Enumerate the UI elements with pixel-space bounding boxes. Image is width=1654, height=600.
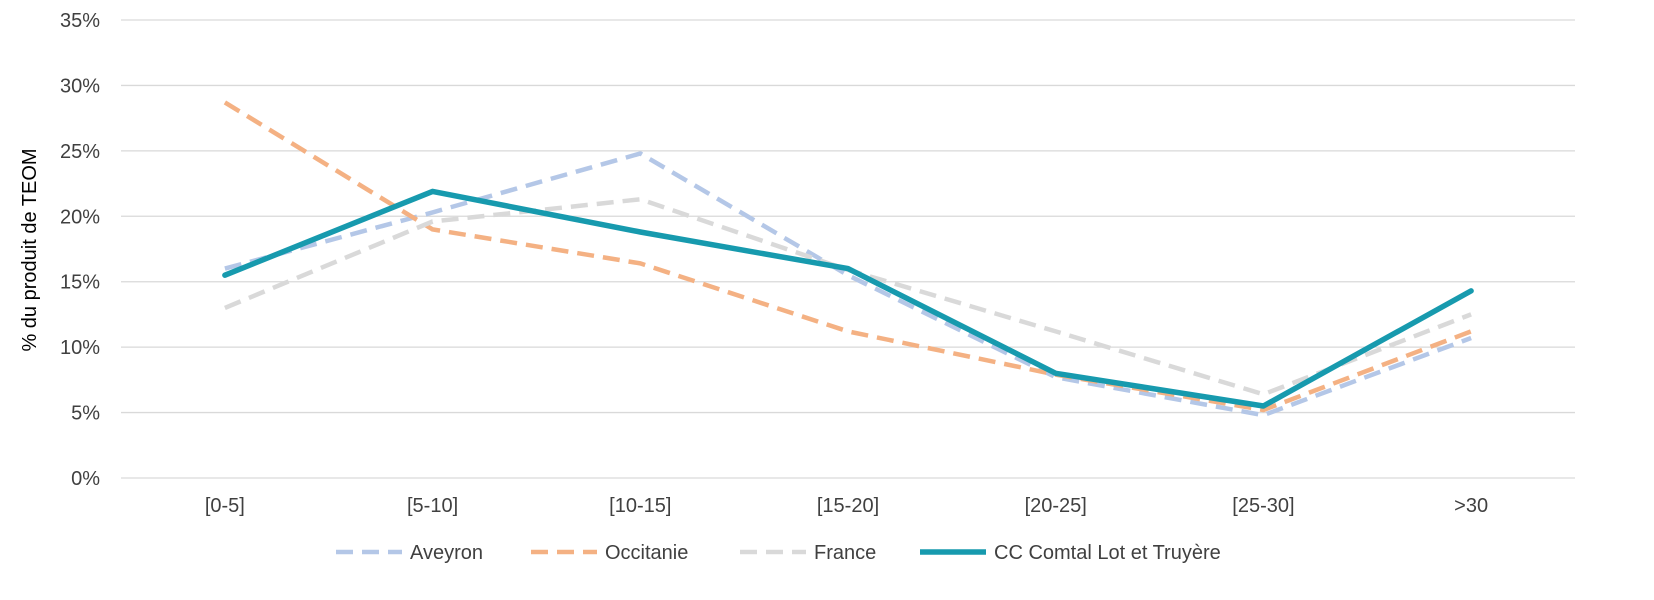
series-line-2 <box>224 197 1472 397</box>
x-tick-label: [0-5] <box>205 495 245 517</box>
series-line-0 <box>224 151 1472 418</box>
y-tick-label: 25% <box>60 141 100 163</box>
legend: Aveyron Occitanie France CC Comtal Lot et T… <box>336 542 1221 564</box>
legend-label-0: Aveyron <box>410 542 483 564</box>
y-axis-ticks: 0% 5% 10% 15% 20% 25% 30% 35% <box>60 10 100 490</box>
y-tick-label: 10% <box>60 337 100 359</box>
y-tick-label: 5% <box>71 403 100 425</box>
x-tick-label: [10-15] <box>609 495 671 517</box>
x-tick-label: [25-30] <box>1232 495 1294 517</box>
legend-label-1: Occitanie <box>605 542 688 564</box>
y-tick-label: 20% <box>60 206 100 228</box>
x-tick-label: [20-25] <box>1025 495 1087 517</box>
y-tick-label: 0% <box>71 468 100 490</box>
series-lines <box>222 100 1474 418</box>
legend-label-2: France <box>814 542 876 564</box>
y-tick-label: 30% <box>60 75 100 97</box>
legend-label-3: CC Comtal Lot et Truyère <box>994 542 1221 564</box>
y-tick-label: 35% <box>60 10 100 32</box>
x-tick-label: [5-10] <box>407 495 458 517</box>
series-line-1 <box>223 100 1472 413</box>
x-tick-label: >30 <box>1454 495 1488 517</box>
y-axis-title: % du produit de TEOM <box>19 148 41 351</box>
series-line-3 <box>222 188 1474 409</box>
x-tick-label: [15-20] <box>817 495 879 517</box>
x-axis-ticks: [0-5] [5-10] [10-15] [15-20] [20-25] [25-30] >… <box>205 495 1488 517</box>
y-tick-label: 15% <box>60 272 100 294</box>
gridlines <box>121 19 1575 479</box>
